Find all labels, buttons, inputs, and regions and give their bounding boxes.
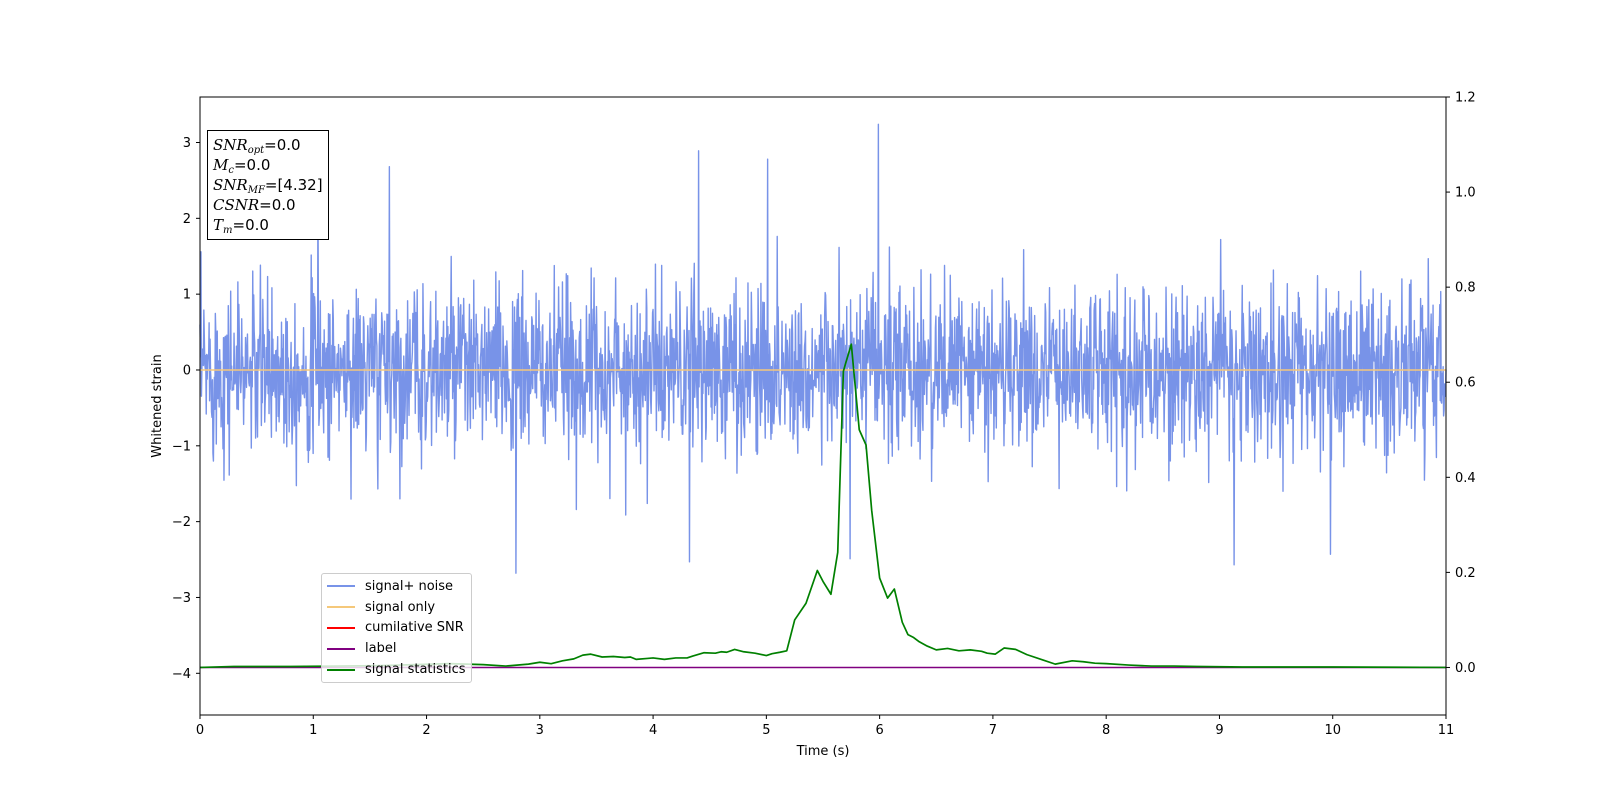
y-tick-label: 3 — [183, 136, 191, 151]
y-tick-label: 0 — [183, 363, 191, 378]
info-snr-mf: SNRMF=[4.32] — [213, 176, 323, 196]
x-tick-label: 9 — [1215, 723, 1223, 738]
y2-axis-ticks: 0.0 0.2 0.4 0.6 0.8 1.0 1.2 — [1446, 91, 1476, 676]
info-csnr: CSNR=0.0 — [213, 196, 296, 214]
x-tick-label: 2 — [422, 723, 430, 738]
legend-item-signal-noise: signal+ noise — [327, 576, 466, 597]
legend-item-signal-statistics: signal statistics — [327, 659, 466, 680]
legend-label: cumilative SNR — [365, 620, 464, 636]
legend-label: signal statistics — [365, 662, 466, 678]
legend-label: signal+ noise — [365, 578, 454, 594]
x-tick-label: 4 — [649, 723, 657, 738]
y-tick-label: −1 — [172, 439, 191, 454]
legend-label: label — [365, 641, 397, 657]
legend-swatch — [327, 585, 355, 588]
info-mc: Mc=0.0 — [213, 156, 271, 176]
y-tick-label: −3 — [172, 591, 191, 606]
y2-tick-label: 1.2 — [1455, 91, 1476, 106]
y-axis-label: Whitened strain — [150, 354, 165, 457]
x-tick-label: 0 — [196, 723, 204, 738]
y2-tick-label: 0.0 — [1455, 661, 1476, 676]
info-tm: Tm=0.0 — [213, 216, 269, 236]
y2-tick-label: 0.2 — [1455, 566, 1476, 581]
x-tick-label: 10 — [1324, 723, 1341, 738]
x-tick-label: 8 — [1102, 723, 1110, 738]
y-axis-ticks: −4 −3 −2 −1 0 1 2 3 — [172, 136, 200, 682]
y-tick-label: 2 — [183, 212, 191, 227]
y-tick-label: 1 — [183, 288, 191, 303]
legend: signal+ noise signal only cumilative SNR… — [321, 573, 472, 683]
x-tick-label: 7 — [989, 723, 997, 738]
signal-noise-line — [199, 123, 1447, 574]
legend-label: signal only — [365, 599, 436, 615]
y-tick-label: −4 — [172, 667, 191, 682]
legend-swatch — [327, 647, 355, 650]
x-tick-label: 5 — [762, 723, 770, 738]
y2-tick-label: 1.0 — [1455, 186, 1476, 201]
y2-tick-label: 0.6 — [1455, 376, 1476, 391]
x-tick-label: 11 — [1438, 723, 1455, 738]
x-tick-label: 3 — [536, 723, 544, 738]
x-tick-label: 1 — [309, 723, 317, 738]
legend-swatch — [327, 606, 355, 609]
plot-frame — [199, 96, 1447, 716]
y-tick-label: −2 — [172, 515, 191, 530]
legend-item-cumulative-snr: cumilative SNR — [327, 618, 466, 639]
legend-item-label: label — [327, 638, 466, 659]
y2-tick-label: 0.8 — [1455, 281, 1476, 296]
legend-item-signal-only: signal only — [327, 597, 466, 618]
legend-swatch — [327, 668, 355, 671]
x-tick-label: 6 — [875, 723, 883, 738]
parameter-info-box: SNRopt=0.0 Mc=0.0 SNRMF=[4.32] CSNR=0.0 … — [207, 130, 329, 240]
info-snr-opt: SNRopt=0.0 — [213, 136, 301, 156]
x-axis-label: Time (s) — [796, 744, 850, 759]
legend-swatch — [327, 626, 355, 629]
x-axis-ticks: 0 1 2 3 4 5 6 7 8 9 10 11 — [196, 715, 1454, 738]
y2-tick-label: 0.4 — [1455, 471, 1476, 486]
signal-noise-series — [199, 123, 1447, 574]
signal-statistics-line — [199, 343, 1447, 669]
